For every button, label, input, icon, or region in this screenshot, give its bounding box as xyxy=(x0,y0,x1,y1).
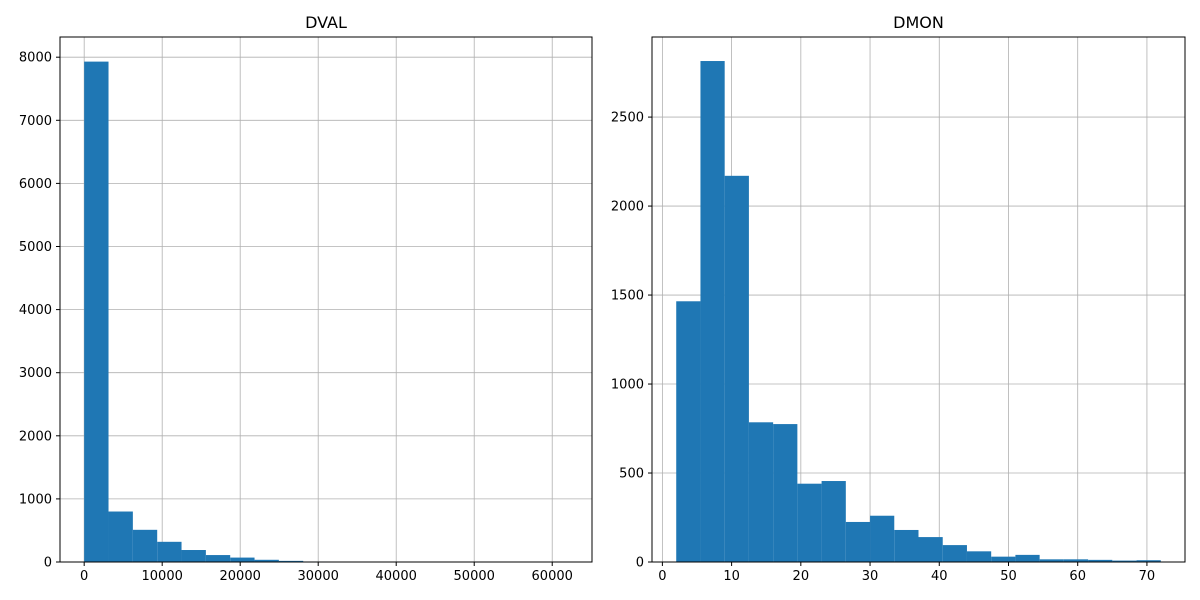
dmon-bar xyxy=(797,484,821,562)
dval-bar xyxy=(206,555,230,562)
dval-y-tick-label: 0 xyxy=(44,556,52,571)
dval-bar xyxy=(84,62,108,562)
dval-title: DVAL xyxy=(305,13,347,32)
dmon-bar xyxy=(700,61,724,562)
dmon-y-tick-label: 1500 xyxy=(611,289,644,304)
dmon-x-tick-label: 0 xyxy=(658,569,666,584)
dmon-bar xyxy=(773,424,797,562)
dval-y-tick-label: 2000 xyxy=(19,429,52,444)
dmon-x-tick-label: 60 xyxy=(1069,569,1086,584)
dmon-y-tick-label: 2000 xyxy=(611,200,644,215)
dmon-x-tick-label: 30 xyxy=(862,569,879,584)
dmon-bar xyxy=(846,522,870,562)
dmon-bar xyxy=(943,545,967,562)
dval-bar xyxy=(182,550,206,562)
dmon-bar xyxy=(1015,555,1039,562)
dval-x-tick-label: 50000 xyxy=(454,569,495,584)
dval-bar xyxy=(109,512,133,562)
dval-x-tick-label: 0 xyxy=(80,569,88,584)
dmon-x-tick-label: 50 xyxy=(1000,569,1017,584)
dval-y-tick-label: 7000 xyxy=(19,114,52,129)
dmon-y-tick-label: 500 xyxy=(619,467,644,482)
dmon-bar xyxy=(870,516,894,562)
dmon-bar xyxy=(894,530,918,562)
dval-y-tick-label: 8000 xyxy=(19,51,52,66)
dval-x-tick-label: 20000 xyxy=(220,569,261,584)
dmon-y-tick-label: 0 xyxy=(636,556,644,571)
dmon-bar xyxy=(919,537,943,562)
dval-x-tick-label: 30000 xyxy=(298,569,339,584)
dmon-bar xyxy=(749,422,773,562)
dmon-bar xyxy=(725,176,749,562)
dval-y-tick-label: 5000 xyxy=(19,240,52,255)
dmon-x-tick-label: 20 xyxy=(793,569,810,584)
dval-x-tick-label: 10000 xyxy=(142,569,183,584)
dval-bar xyxy=(157,542,181,562)
dval-y-tick-label: 1000 xyxy=(19,492,52,507)
dmon-y-tick-label: 1000 xyxy=(611,378,644,393)
dmon-x-tick-label: 40 xyxy=(931,569,948,584)
dmon-x-tick-label: 10 xyxy=(723,569,740,584)
dval-bar xyxy=(133,530,157,562)
dmon-title: DMON xyxy=(893,13,944,32)
dmon-bar xyxy=(991,557,1015,562)
dval-y-tick-label: 4000 xyxy=(19,303,52,318)
dval-y-tick-label: 6000 xyxy=(19,177,52,192)
dval-x-tick-label: 60000 xyxy=(532,569,573,584)
dmon-bar xyxy=(822,481,846,562)
dmon-y-tick-label: 2500 xyxy=(611,111,644,126)
dval-x-tick-label: 40000 xyxy=(376,569,417,584)
dmon-bar xyxy=(676,301,700,562)
dval-y-tick-label: 3000 xyxy=(19,366,52,381)
dval-bar xyxy=(230,558,254,562)
dmon-bar xyxy=(967,551,991,562)
dmon-x-tick-label: 70 xyxy=(1139,569,1156,584)
